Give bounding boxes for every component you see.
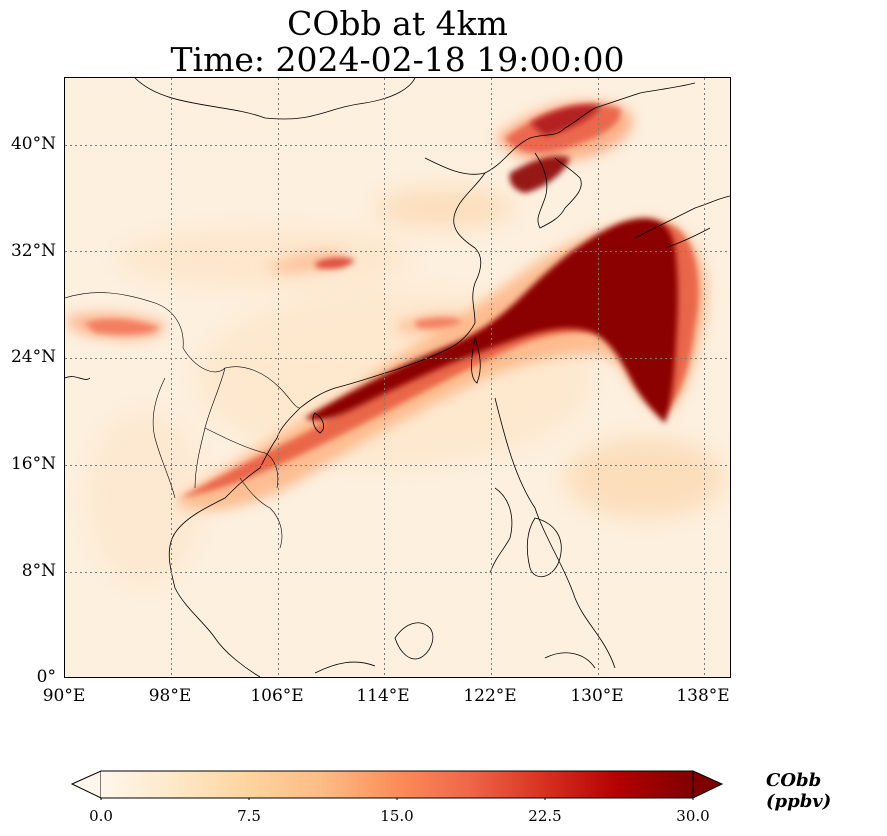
colorbar-tick-30: 30.0 <box>676 807 710 825</box>
colorbar-extend-min <box>70 770 102 799</box>
map-title: CObb at 4km <box>287 4 508 43</box>
lat-tick-24n: 24°N <box>10 347 56 367</box>
colorbar-tick-7-5: 7.5 <box>237 807 261 825</box>
lon-tick-98e: 98°E <box>148 686 192 706</box>
colorbar-label: CObb (ppbv) <box>766 770 832 812</box>
lon-tick-122e: 122°E <box>463 686 517 706</box>
colorbar-extend-max <box>692 770 724 799</box>
country-borders <box>65 292 301 549</box>
lat-tick-40n: 40°N <box>10 134 56 154</box>
lon-tick-130e: 130°E <box>570 686 624 706</box>
colorbar-gradient <box>101 771 693 798</box>
lat-tick-8n: 8°N <box>21 561 56 581</box>
lat-tick-32n: 32°N <box>10 241 56 261</box>
colorbar-tick-15: 15.0 <box>380 807 414 825</box>
map-canvas <box>65 78 730 677</box>
coastlines <box>65 78 730 677</box>
map-time: Time: 2024-02-18 19:00:00 <box>170 40 625 79</box>
colorbar-tick-22-5: 22.5 <box>528 807 562 825</box>
gridlines <box>65 78 730 677</box>
lat-tick-16n: 16°N <box>10 454 56 474</box>
colorbar-tick-0: 0.0 <box>89 807 113 825</box>
plume-core <box>305 105 678 423</box>
lat-tick-0: 0° <box>36 667 56 687</box>
lon-tick-114e: 114°E <box>356 686 410 706</box>
colorbar <box>70 770 724 800</box>
map-area <box>64 77 731 678</box>
lon-tick-106e: 106°E <box>250 686 304 706</box>
lon-tick-90e: 90°E <box>42 686 86 706</box>
lon-tick-138e: 138°E <box>676 686 730 706</box>
